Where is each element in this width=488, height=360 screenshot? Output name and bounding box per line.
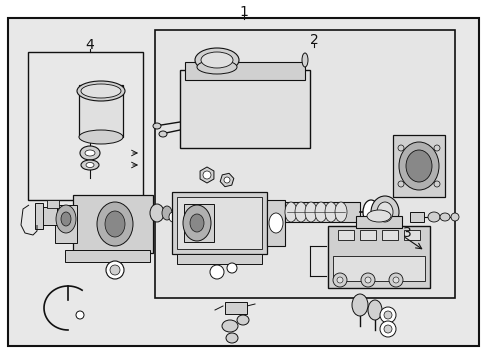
Ellipse shape bbox=[77, 81, 125, 101]
Bar bbox=[392, 135, 444, 197]
Ellipse shape bbox=[222, 320, 238, 332]
Bar bbox=[327, 226, 429, 288]
Ellipse shape bbox=[366, 210, 390, 222]
Bar bbox=[337, 230, 353, 240]
Ellipse shape bbox=[226, 263, 237, 273]
Ellipse shape bbox=[427, 212, 439, 222]
Ellipse shape bbox=[105, 211, 125, 237]
Bar bbox=[180, 70, 309, 148]
Bar bbox=[355, 216, 401, 228]
Ellipse shape bbox=[370, 196, 398, 228]
Bar bbox=[184, 62, 305, 80]
Ellipse shape bbox=[150, 204, 163, 222]
Text: 3: 3 bbox=[402, 226, 411, 240]
Ellipse shape bbox=[379, 321, 395, 337]
Ellipse shape bbox=[383, 325, 391, 333]
Ellipse shape bbox=[314, 202, 326, 222]
Ellipse shape bbox=[397, 145, 403, 151]
Ellipse shape bbox=[364, 277, 370, 283]
Ellipse shape bbox=[159, 131, 167, 137]
Ellipse shape bbox=[379, 307, 395, 323]
Text: 2: 2 bbox=[309, 33, 318, 47]
Ellipse shape bbox=[388, 273, 402, 287]
Ellipse shape bbox=[76, 311, 84, 319]
Bar bbox=[55, 205, 77, 243]
Bar bbox=[65, 250, 150, 262]
Ellipse shape bbox=[79, 130, 123, 144]
Ellipse shape bbox=[61, 212, 71, 226]
Ellipse shape bbox=[85, 150, 95, 156]
Ellipse shape bbox=[285, 202, 296, 222]
Bar bbox=[381, 230, 397, 240]
Ellipse shape bbox=[225, 333, 238, 343]
Ellipse shape bbox=[224, 177, 229, 183]
Bar bbox=[35, 203, 43, 229]
Bar bbox=[409, 212, 423, 222]
Ellipse shape bbox=[268, 213, 283, 233]
Ellipse shape bbox=[97, 202, 133, 246]
Ellipse shape bbox=[110, 265, 120, 275]
Ellipse shape bbox=[203, 171, 210, 179]
Ellipse shape bbox=[325, 202, 336, 222]
Ellipse shape bbox=[397, 181, 403, 187]
Ellipse shape bbox=[362, 200, 378, 224]
Ellipse shape bbox=[398, 142, 438, 190]
Bar bbox=[224, 302, 246, 314]
Ellipse shape bbox=[153, 123, 161, 129]
Bar bbox=[177, 254, 262, 264]
Ellipse shape bbox=[351, 294, 367, 316]
Ellipse shape bbox=[367, 300, 381, 320]
Ellipse shape bbox=[169, 212, 177, 222]
Bar bbox=[285, 202, 359, 222]
Ellipse shape bbox=[81, 84, 121, 98]
Ellipse shape bbox=[106, 261, 124, 279]
Bar bbox=[172, 192, 266, 254]
Ellipse shape bbox=[433, 181, 439, 187]
Bar bbox=[41, 207, 57, 225]
Ellipse shape bbox=[56, 205, 76, 233]
Ellipse shape bbox=[433, 145, 439, 151]
Ellipse shape bbox=[302, 53, 307, 67]
Ellipse shape bbox=[336, 277, 342, 283]
Ellipse shape bbox=[305, 202, 316, 222]
Ellipse shape bbox=[86, 162, 94, 167]
Ellipse shape bbox=[209, 265, 224, 279]
Ellipse shape bbox=[392, 277, 398, 283]
Ellipse shape bbox=[332, 273, 346, 287]
Ellipse shape bbox=[81, 160, 99, 170]
Ellipse shape bbox=[450, 213, 458, 221]
Ellipse shape bbox=[405, 150, 431, 182]
Bar bbox=[403, 230, 419, 240]
Ellipse shape bbox=[197, 60, 237, 74]
Bar bbox=[177, 197, 262, 249]
Bar bbox=[79, 85, 123, 137]
Bar bbox=[266, 200, 285, 246]
Ellipse shape bbox=[376, 202, 392, 222]
Text: 1: 1 bbox=[239, 5, 248, 19]
Ellipse shape bbox=[360, 273, 374, 287]
Ellipse shape bbox=[383, 311, 391, 319]
Ellipse shape bbox=[334, 202, 346, 222]
Ellipse shape bbox=[190, 214, 203, 232]
Bar bbox=[73, 195, 153, 253]
Ellipse shape bbox=[201, 52, 232, 68]
Text: 4: 4 bbox=[85, 38, 94, 52]
Bar bbox=[28, 52, 142, 200]
Ellipse shape bbox=[237, 315, 248, 325]
Bar bbox=[359, 230, 375, 240]
Bar bbox=[47, 200, 59, 208]
Ellipse shape bbox=[294, 202, 306, 222]
Ellipse shape bbox=[195, 48, 239, 72]
Ellipse shape bbox=[183, 205, 210, 241]
Ellipse shape bbox=[439, 213, 449, 221]
Bar bbox=[183, 204, 214, 242]
Bar bbox=[332, 256, 424, 281]
Bar bbox=[155, 30, 454, 298]
Ellipse shape bbox=[80, 146, 100, 160]
Ellipse shape bbox=[162, 206, 172, 220]
